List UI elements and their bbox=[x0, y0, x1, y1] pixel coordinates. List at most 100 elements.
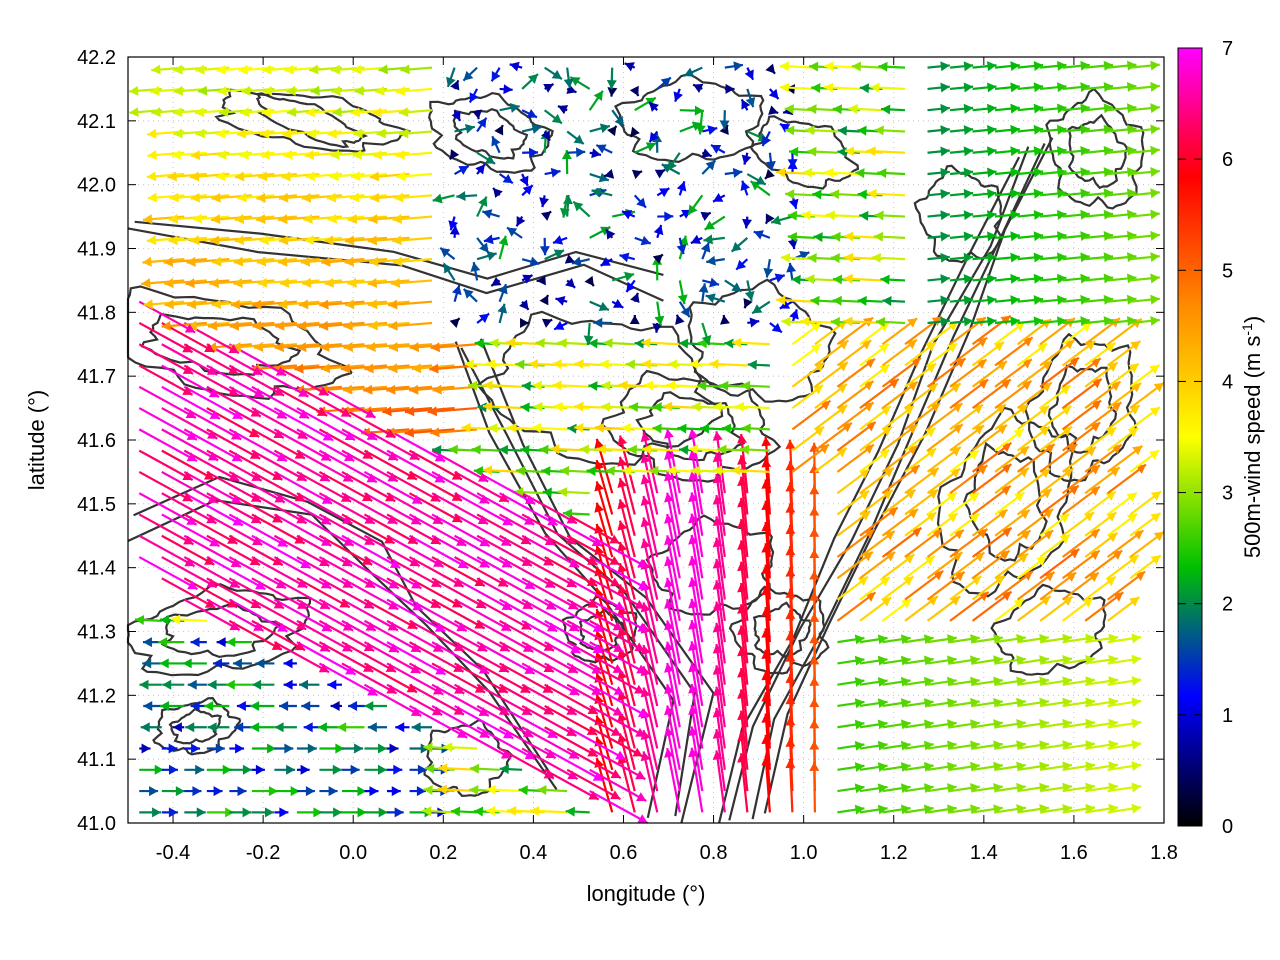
wind-vector-head bbox=[848, 103, 858, 114]
wind-vector-shaft bbox=[589, 726, 644, 758]
wind-vector-shaft bbox=[544, 747, 604, 782]
wind-vector-shaft bbox=[740, 731, 749, 792]
wind-vector bbox=[390, 278, 433, 288]
wind-vector-shaft bbox=[183, 492, 244, 527]
wind-vector-head bbox=[610, 726, 622, 736]
wind-vector-head bbox=[351, 171, 361, 182]
wind-vector-head bbox=[606, 229, 616, 240]
wind-vector-head bbox=[1150, 188, 1160, 199]
wind-vector bbox=[926, 491, 958, 516]
wind-vector-head bbox=[500, 536, 512, 546]
wind-vector bbox=[721, 423, 748, 434]
x-tick-label: 0.0 bbox=[339, 842, 367, 864]
wind-vector-head bbox=[159, 615, 170, 626]
wind-vector bbox=[1107, 739, 1142, 750]
wind-vector-head bbox=[1126, 145, 1137, 156]
wind-vector bbox=[274, 722, 297, 733]
wind-vector-head bbox=[302, 277, 312, 288]
wind-vector bbox=[283, 679, 297, 690]
wind-vector bbox=[454, 705, 514, 740]
wind-vector bbox=[843, 273, 883, 284]
wind-vector-head bbox=[552, 359, 562, 370]
wind-vector bbox=[499, 577, 557, 611]
wind-vector-shaft bbox=[386, 513, 442, 545]
wind-vector bbox=[837, 634, 865, 645]
wind-vector-head bbox=[807, 104, 817, 115]
wind-vector-head bbox=[295, 620, 307, 630]
wind-vector bbox=[476, 312, 490, 324]
wind-vector bbox=[589, 790, 649, 824]
wind-vector-shaft bbox=[206, 556, 266, 591]
wind-vector bbox=[737, 433, 749, 494]
wind-vector-head bbox=[450, 806, 461, 817]
wind-vector bbox=[664, 641, 681, 707]
wind-vector-shaft bbox=[618, 520, 636, 579]
wind-vector bbox=[437, 784, 478, 795]
wind-vector bbox=[450, 806, 478, 817]
wind-vector bbox=[566, 726, 626, 761]
wind-vector-head bbox=[284, 64, 294, 75]
wind-vector-shaft bbox=[690, 641, 704, 707]
wind-vector bbox=[499, 598, 558, 633]
wind-vector-head bbox=[668, 359, 678, 370]
wind-vector-head bbox=[427, 406, 438, 417]
wind-vector bbox=[499, 641, 555, 673]
wind-vector-head bbox=[378, 64, 388, 75]
wind-vector-shaft bbox=[318, 619, 375, 652]
wind-vector-head bbox=[870, 82, 880, 93]
wind-vector-head bbox=[384, 492, 396, 502]
wind-vector-head bbox=[900, 783, 911, 794]
wind-vector bbox=[250, 722, 275, 733]
wind-vector bbox=[751, 300, 771, 315]
wind-vector bbox=[454, 598, 512, 632]
wind-vector-head bbox=[294, 641, 306, 651]
wind-vector-shaft bbox=[363, 598, 418, 630]
wind-vector bbox=[296, 743, 317, 754]
wind-vector-head bbox=[370, 192, 380, 203]
wind-vector-head bbox=[1080, 82, 1090, 93]
wind-vector-head bbox=[565, 535, 576, 545]
wind-vector-head bbox=[640, 644, 651, 655]
wind-vector-head bbox=[1010, 61, 1020, 72]
wind-vector bbox=[363, 556, 422, 590]
wind-vector-shaft bbox=[642, 538, 659, 600]
wind-vector bbox=[273, 428, 332, 462]
wind-vector bbox=[634, 142, 657, 154]
wind-vector-shaft bbox=[642, 729, 659, 792]
wind-vector bbox=[387, 807, 404, 818]
wind-vector bbox=[555, 296, 568, 306]
wind-vector-head bbox=[416, 786, 426, 797]
wind-vector-head bbox=[388, 363, 398, 374]
wind-vector bbox=[949, 82, 974, 93]
wind-vector bbox=[785, 439, 796, 494]
wind-vector bbox=[904, 740, 934, 751]
wind-vector bbox=[386, 662, 444, 696]
wind-vector-shaft bbox=[228, 470, 286, 504]
wind-vector bbox=[454, 641, 510, 673]
wind-vector-head bbox=[234, 235, 245, 246]
wind-vector-head bbox=[874, 125, 884, 136]
wind-vector-head bbox=[277, 622, 288, 632]
wind-vector-head bbox=[664, 684, 674, 695]
wind-vector-head bbox=[634, 338, 644, 349]
wind-vector-head bbox=[364, 700, 374, 711]
wind-vector-head bbox=[477, 402, 487, 413]
wind-vector-head bbox=[434, 473, 445, 483]
wind-vector bbox=[363, 619, 422, 653]
wind-vector-shaft bbox=[618, 435, 636, 494]
wind-vector-head bbox=[189, 171, 200, 182]
wind-vector bbox=[274, 807, 289, 818]
wind-vector bbox=[619, 252, 636, 263]
wind-vector-head bbox=[430, 578, 442, 587]
wind-vector-shaft bbox=[476, 705, 534, 738]
wind-vector-shaft bbox=[642, 644, 659, 707]
wind-vector-shaft bbox=[566, 534, 621, 566]
wind-vector-shaft bbox=[521, 598, 580, 632]
wind-vector-head bbox=[457, 559, 469, 569]
wind-vector-head bbox=[234, 722, 244, 733]
wind-vector bbox=[274, 764, 296, 775]
wind-vector-shaft bbox=[544, 577, 599, 609]
wind-vector bbox=[712, 192, 726, 203]
wind-vector bbox=[544, 705, 598, 736]
wind-vector-head bbox=[610, 769, 621, 779]
